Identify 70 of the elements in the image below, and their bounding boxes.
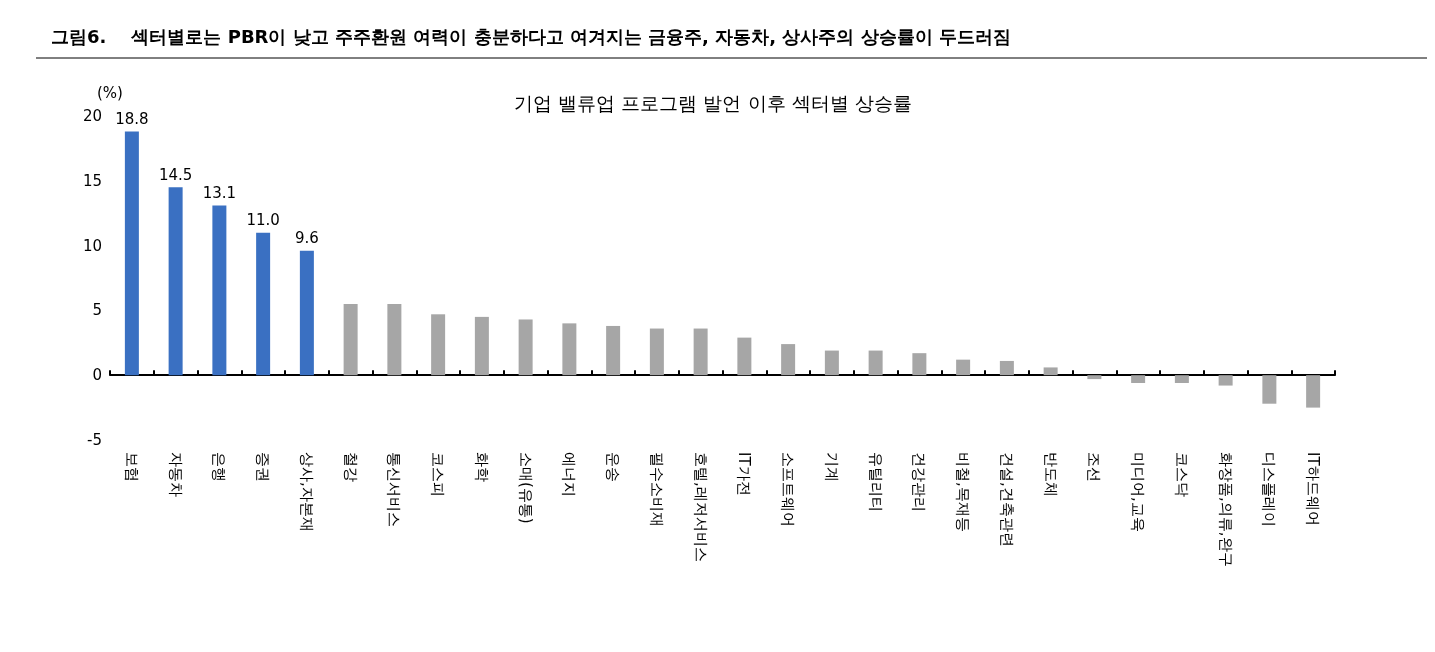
x-tick-label: 반도체 (1041, 452, 1060, 497)
x-tick-label: IT하드웨어 (1304, 452, 1323, 526)
x-tick-label: 미디어,교육 (1129, 452, 1148, 532)
y-tick-label: 20 (82, 107, 102, 125)
x-tick-label: 건설,건축관련 (997, 452, 1016, 547)
bar (737, 337, 752, 376)
bar (956, 359, 971, 376)
bar (299, 250, 314, 376)
y-tick-label: 15 (82, 171, 102, 190)
x-tick-label: 보험 (122, 452, 141, 482)
data-label: 13.1 (202, 183, 237, 202)
bar (124, 131, 139, 376)
bar (1174, 375, 1189, 383)
x-tick-label: 소프트웨어 (779, 452, 798, 527)
x-tick-label: 에너지 (560, 452, 579, 497)
bar (606, 325, 621, 376)
bar (1306, 375, 1321, 408)
bar (1218, 375, 1233, 386)
x-tick-label: 필수소비재 (647, 452, 666, 527)
x-tick-label: 소매(유통) (516, 452, 535, 524)
bar (824, 350, 839, 376)
bar (693, 328, 708, 376)
x-tick-label: 통신서비스 (385, 452, 404, 527)
bar (212, 205, 227, 376)
x-tick-label: 기계 (822, 452, 841, 482)
x-tick-label: 비철,목재등 (954, 452, 973, 532)
bar (649, 328, 664, 376)
x-tick-label: 유틸리티 (866, 452, 885, 512)
bar (912, 353, 927, 376)
x-tick-label: 운송 (604, 452, 623, 482)
x-tick-label: 건강관리 (910, 452, 929, 512)
y-axis-title: (%) (97, 83, 123, 102)
bar (343, 303, 358, 376)
bar (431, 314, 446, 376)
bar (999, 360, 1014, 376)
chart-subtitle: 기업 밸류업 프로그램 발언 이후 섹터별 상승률 (514, 91, 912, 114)
x-tick-label: 호텔,레저서비스 (691, 452, 710, 562)
data-label: 18.8 (115, 110, 149, 129)
x-tick-label: 화학 (472, 452, 491, 482)
bar (474, 316, 489, 376)
bar (387, 303, 402, 376)
bar (1087, 375, 1102, 380)
bar (518, 319, 533, 376)
x-tick-label: 상사,자본재 (297, 452, 316, 532)
y-tick-label: 0 (92, 366, 102, 385)
x-tick-label: 은행 (210, 452, 229, 482)
x-tick-label: 철강 (341, 452, 360, 482)
x-tick-label: 코스피 (429, 452, 448, 497)
bar (868, 350, 883, 376)
x-tick-label: 화장품,의류,완구 (1216, 452, 1235, 567)
y-tick-label: -5 (87, 431, 102, 449)
bar (1131, 375, 1146, 383)
bar (562, 323, 577, 376)
x-tick-label: 디스플레이 (1260, 452, 1279, 527)
chart-title: 그림6. 섹터별로는 PBR이 낮고 주주환원 여력이 충분하다고 여겨지는 금융주, 자동차, 상사주의 상승률이 두드러짐 (51, 25, 1011, 47)
bar (256, 232, 271, 376)
x-tick-label: 증권 (254, 452, 273, 482)
y-tick-label: 5 (92, 301, 102, 320)
data-label: 9.6 (294, 229, 319, 248)
x-tick-label: IT가전 (735, 452, 754, 496)
bar (168, 187, 183, 376)
bar (781, 344, 796, 376)
bar (1262, 375, 1277, 404)
data-label: 14.5 (158, 165, 193, 184)
bar (1043, 367, 1058, 376)
x-tick-label: 자동차 (166, 452, 185, 497)
x-tick-label: 조선 (1085, 452, 1104, 482)
y-tick-label: 10 (82, 236, 102, 255)
data-label: 11.0 (246, 211, 280, 230)
x-tick-label: 코스닥 (1172, 452, 1191, 497)
